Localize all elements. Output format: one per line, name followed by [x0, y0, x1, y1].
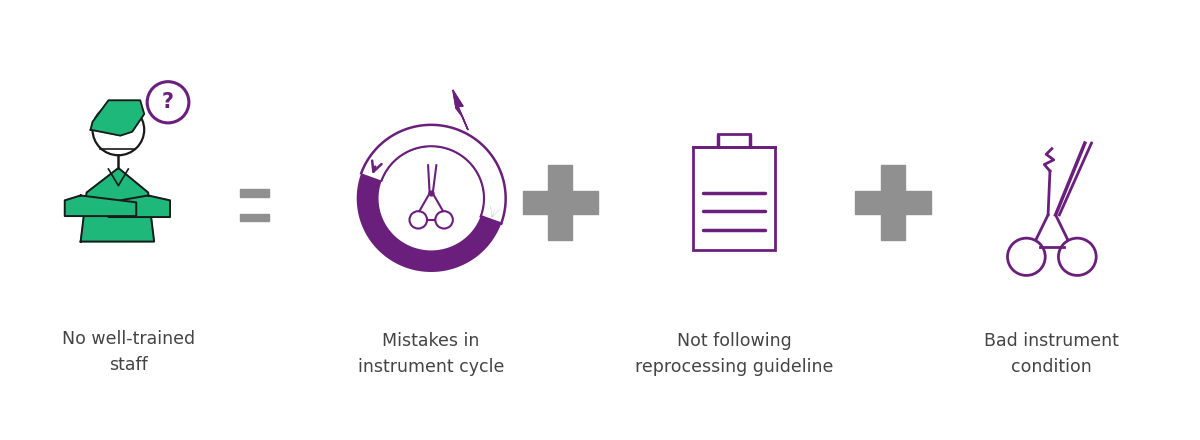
Bar [240, 189, 269, 197]
Polygon shape [454, 91, 468, 130]
Bar [522, 191, 598, 214]
Bar [694, 147, 775, 250]
Bar [548, 165, 572, 240]
Polygon shape [108, 195, 170, 217]
Text: ?: ? [162, 92, 174, 112]
Bar [856, 191, 931, 214]
Text: Not following
reprocessing guideline: Not following reprocessing guideline [635, 332, 833, 376]
Polygon shape [65, 195, 137, 216]
Text: Bad instrument
condition: Bad instrument condition [984, 332, 1120, 376]
Polygon shape [1052, 143, 1088, 215]
Bar [881, 165, 905, 240]
Polygon shape [90, 100, 144, 136]
Text: Mistakes in
instrument cycle: Mistakes in instrument cycle [358, 332, 504, 376]
PathPatch shape [356, 173, 502, 272]
Bar [240, 214, 269, 221]
Polygon shape [80, 168, 154, 242]
Text: No well-trained
staff: No well-trained staff [61, 330, 194, 374]
Circle shape [379, 147, 482, 249]
